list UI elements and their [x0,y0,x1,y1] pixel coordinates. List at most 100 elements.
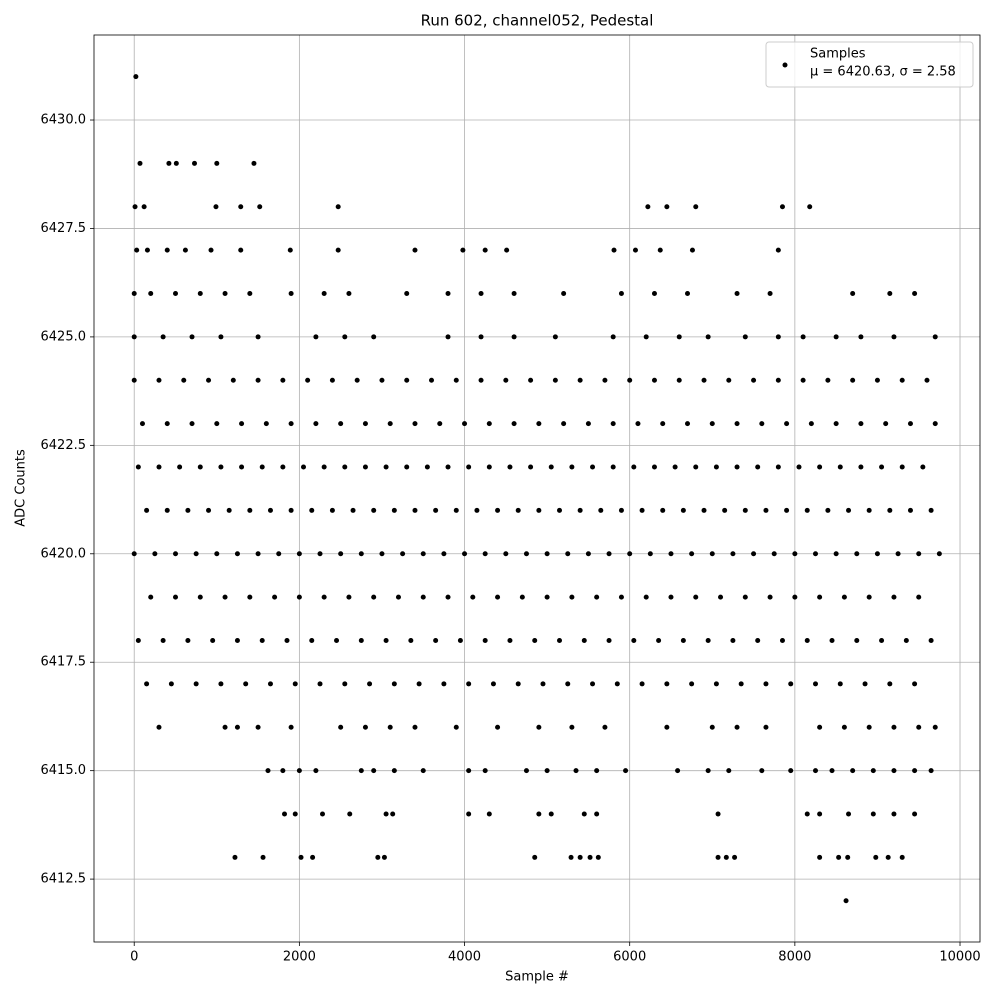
point [255,724,261,730]
point [193,551,199,557]
point [412,421,418,427]
point [813,681,819,687]
point [928,768,934,774]
point [156,377,162,383]
plot-frame [93,34,981,943]
point [222,724,228,730]
point [193,681,199,687]
point [412,507,418,513]
y-axis-label: ADC Counts [14,449,29,527]
point [280,464,286,470]
point [850,291,856,297]
y-tick-label: 6412.5 [41,872,87,887]
point [858,421,864,427]
point [734,291,740,297]
point [296,551,302,557]
point [354,377,360,383]
point [611,247,617,253]
point [594,768,600,774]
point [715,854,721,860]
point [511,291,517,297]
point [486,464,492,470]
point [866,724,872,730]
point [715,811,721,817]
point [523,551,529,557]
point [784,421,790,427]
y-tick-label: 6430.0 [41,113,87,128]
point [486,421,492,427]
point [891,724,897,730]
point [804,638,810,644]
point [453,507,459,513]
point [247,594,253,600]
point [813,768,819,774]
point [887,681,893,687]
point [585,421,591,427]
point [288,724,294,730]
points [131,74,942,904]
point [139,421,145,427]
point [206,377,212,383]
point [726,377,732,383]
point [784,507,790,513]
point [321,594,327,600]
point [362,464,368,470]
point [660,421,666,427]
point [466,681,472,687]
point [247,507,253,513]
point [412,247,418,253]
point [548,811,554,817]
point [460,247,466,253]
point [321,464,327,470]
point [218,334,224,340]
point [404,291,410,297]
point [569,724,575,730]
point [734,421,740,427]
point [639,507,645,513]
point [391,681,397,687]
point [272,594,278,600]
point [689,551,695,557]
point [916,594,922,600]
point [730,638,736,644]
point [296,768,302,774]
point [738,681,744,687]
point [618,507,624,513]
point [540,681,546,687]
point [561,421,567,427]
point [173,594,179,600]
point [338,421,344,427]
point [185,507,191,513]
point [709,421,715,427]
point [594,594,600,600]
point [445,334,451,340]
point [632,247,638,253]
point [850,377,856,383]
point [131,377,137,383]
ticks: 0 2000 4000 6000 8000 10000 6412.5 6415.0 6417.5… [41,113,981,965]
point [862,681,868,687]
point [371,507,377,513]
x-tick-label: 2000 [283,950,316,965]
point [346,594,352,600]
point [218,464,224,470]
point [358,551,364,557]
point [350,507,356,513]
point [134,247,140,253]
point [214,160,220,166]
point [131,334,137,340]
point [160,334,166,340]
point [347,811,353,817]
point [846,811,852,817]
point [515,681,521,687]
point [792,551,798,557]
point [206,507,212,513]
point [342,464,348,470]
point [813,551,819,557]
point [335,204,341,210]
point [742,594,748,600]
point [197,594,203,600]
point [482,638,488,644]
point [734,464,740,470]
point [817,854,823,860]
